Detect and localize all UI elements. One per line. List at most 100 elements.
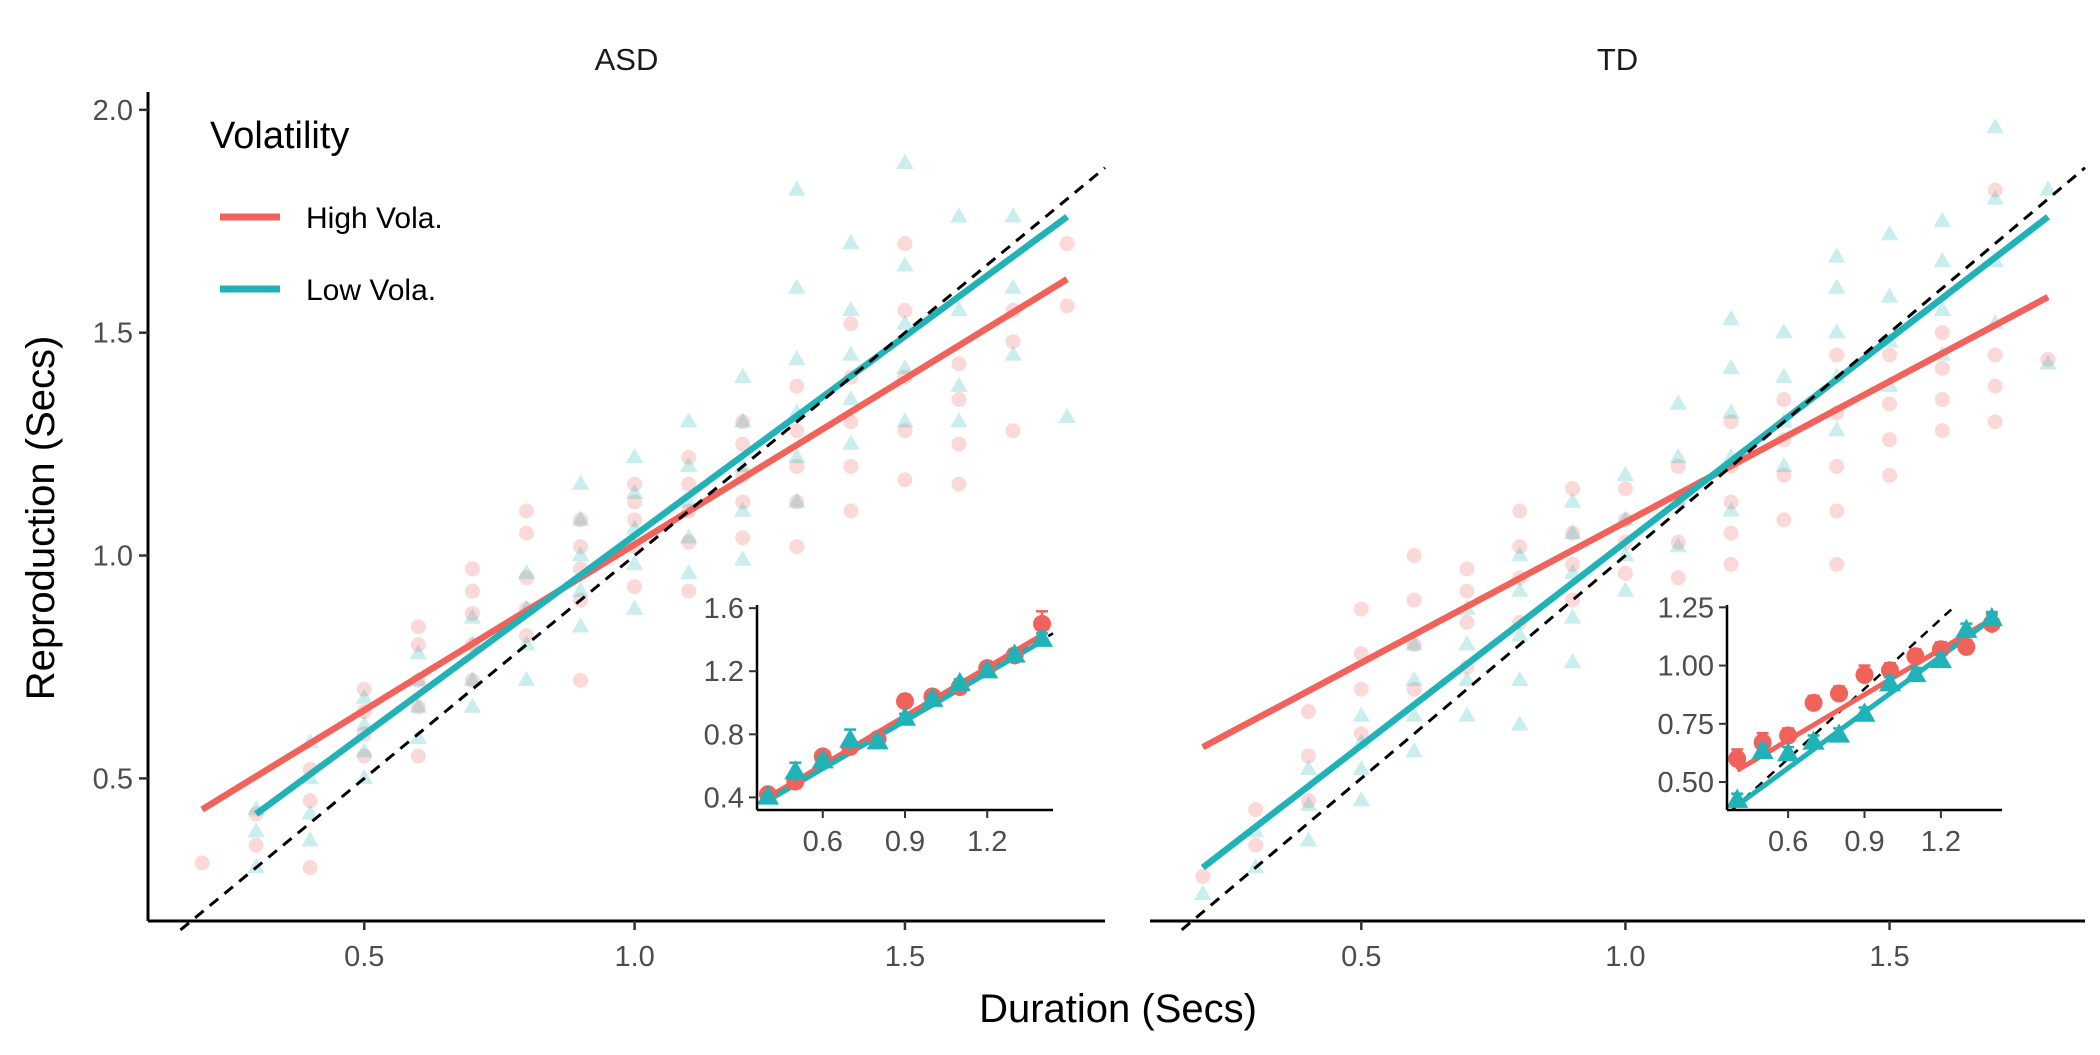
point-low-vola	[1563, 523, 1582, 539]
point-high-vola	[2040, 351, 2056, 367]
point-high-vola	[681, 583, 697, 599]
point-low-vola	[1986, 189, 2004, 205]
point-high-vola	[573, 539, 589, 555]
point-high-vola	[1459, 614, 1475, 630]
inset-y-tick-label: 1.00	[1658, 651, 1714, 683]
point-low-vola	[517, 563, 536, 580]
point-low-vola	[463, 608, 482, 624]
point-low-vola	[1299, 759, 1318, 776]
y-tick-label: 1.0	[93, 541, 133, 573]
inset-mean-point-low-vola	[784, 760, 807, 780]
inset-mean-point-low-vola	[839, 728, 862, 748]
point-high-vola	[627, 512, 643, 528]
y-tick-label: 0.5	[93, 763, 133, 795]
point-low-vola	[571, 546, 590, 562]
inset-x-tick-label: 0.6	[803, 826, 843, 858]
point-high-vola	[1353, 601, 1369, 617]
point-low-vola	[517, 670, 536, 687]
point-high-vola	[1565, 525, 1581, 541]
point-high-vola	[1406, 548, 1422, 564]
point-high-vola	[518, 628, 534, 644]
inset-mean-point-low-vola	[1777, 742, 1800, 762]
point-high-vola	[1300, 793, 1316, 809]
point-low-vola	[1775, 456, 1793, 473]
x-tick-label: 0.5	[1341, 941, 1381, 973]
legend: Volatility High Vola. Low Vola.	[210, 115, 443, 307]
y-axis-title: Reproduction (Secs)	[19, 336, 63, 701]
inset-mean-point-low-vola	[1726, 788, 1749, 808]
point-high-vola	[1565, 556, 1581, 572]
legend-label: Low Vola.	[306, 274, 436, 307]
inset-fit-line-high-vola	[1735, 616, 1994, 773]
legend-title: Volatility	[210, 115, 349, 157]
point-high-vola	[1617, 565, 1633, 581]
inset-mean-point-low-vola	[1751, 739, 1774, 759]
point-low-vola	[463, 670, 482, 687]
point-high-vola	[681, 476, 697, 492]
point-high-vola	[1406, 592, 1422, 608]
point-high-vola	[1617, 481, 1633, 497]
point-high-vola	[464, 605, 480, 621]
point-low-vola	[1775, 367, 1793, 383]
point-high-vola	[1195, 868, 1211, 884]
point-high-vola	[735, 436, 751, 452]
inset-mean-point-low-vola	[1878, 672, 1902, 692]
point-high-vola	[627, 476, 643, 492]
point-low-vola	[842, 345, 860, 361]
inset-x-tick-label: 0.6	[1768, 826, 1808, 858]
point-low-vola	[788, 349, 806, 366]
point-high-vola	[1776, 467, 1792, 483]
point-low-vola	[842, 234, 860, 250]
point-low-vola	[625, 599, 644, 615]
point-low-vola	[571, 617, 590, 633]
point-high-vola	[1670, 458, 1686, 474]
panel-strip-label: TD	[1597, 42, 1638, 77]
point-low-vola	[1352, 759, 1371, 776]
y-tick-label: 1.5	[93, 318, 133, 350]
point-low-vola	[734, 367, 752, 383]
point-high-vola	[464, 583, 480, 599]
x-axis-title: Duration (Secs)	[979, 987, 1257, 1031]
point-low-vola	[355, 742, 374, 758]
inset-mean-point-low-vola	[1929, 648, 1952, 669]
point-low-vola	[1933, 300, 1952, 317]
inset-mean-point-high-vola	[1779, 726, 1798, 745]
inset-mean-point-high-vola	[1804, 693, 1823, 712]
point-high-vola	[789, 423, 805, 439]
point-low-vola	[1827, 323, 1846, 339]
panel-asd: ASD 0.5 1.0 1.5 0.5 1.0 1.5 2.0 0.6 0.9 1.2 0.4 0.8 1…	[93, 42, 1106, 973]
fit-line-high-vola	[200, 276, 1069, 813]
point-high-vola	[410, 748, 426, 764]
inset-mean-point-low-vola	[811, 749, 834, 769]
point-high-vola	[951, 476, 967, 492]
point-high-vola	[1406, 637, 1422, 653]
point-high-vola	[789, 539, 805, 555]
point-low-vola	[1004, 278, 1022, 294]
point-low-vola	[625, 554, 644, 571]
legend-label: High Vola.	[306, 202, 443, 235]
point-high-vola	[518, 525, 534, 541]
point-low-vola	[679, 563, 698, 580]
panel-td: TD 0.5 1.0 1.5 0.6 0.9 1.2 0.50 0.75 1.00 1.25	[1150, 42, 2086, 973]
point-low-vola	[788, 447, 806, 464]
point-low-vola	[1299, 831, 1318, 847]
point-low-vola	[1563, 492, 1582, 508]
point-high-vola	[1005, 423, 1021, 439]
point-low-vola	[571, 581, 590, 597]
point-high-vola	[410, 637, 426, 653]
point-high-vola	[1829, 556, 1845, 572]
identity-dashed-line	[1180, 166, 2086, 932]
point-high-vola	[573, 672, 589, 688]
point-low-vola	[625, 483, 644, 499]
point-low-vola	[1299, 795, 1318, 811]
point-low-vola	[1405, 742, 1423, 758]
point-low-vola	[355, 715, 374, 731]
point-low-vola	[1352, 706, 1371, 722]
point-high-vola	[248, 837, 264, 853]
panel-strip-label: ASD	[595, 42, 659, 77]
point-low-vola	[1722, 501, 1740, 517]
point-low-vola	[896, 314, 914, 330]
inset-x-tick-label: 0.9	[1844, 826, 1884, 858]
point-high-vola	[897, 423, 913, 439]
y-tick-label: 2.0	[93, 95, 133, 127]
